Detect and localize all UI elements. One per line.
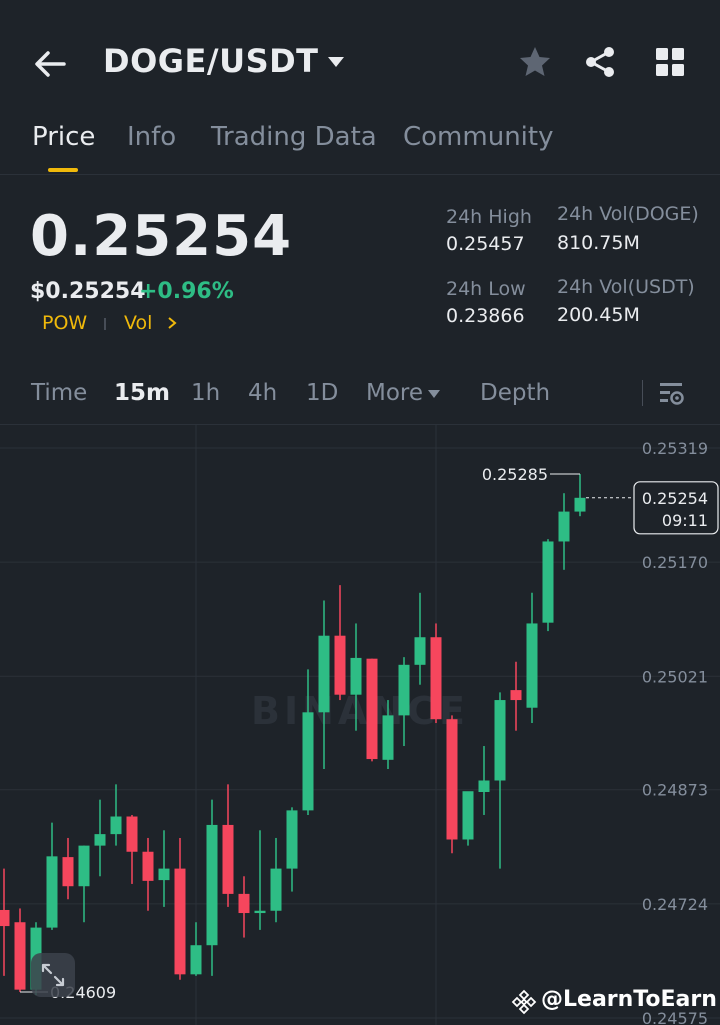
- candle-body: [382, 715, 394, 760]
- y-tick-label: 0.25170: [642, 553, 708, 572]
- price-change-percent: +0.96%: [139, 279, 234, 304]
- candle-body: [494, 700, 506, 781]
- last-price: 0.25254: [30, 204, 293, 269]
- y-axis: 0.25319 0.25170 0.25021 0.24873 0.24724 0.245…: [642, 439, 708, 1025]
- candle-body: [398, 664, 410, 716]
- candle-body: [350, 657, 362, 695]
- candle-body: [78, 845, 90, 887]
- candle-body: [302, 712, 314, 811]
- candle-body: [62, 857, 74, 887]
- candle-body: [446, 719, 458, 840]
- candle-countdown-label: 09:11: [662, 511, 708, 530]
- active-tab-indicator: [48, 168, 78, 172]
- candle-body: [270, 868, 282, 911]
- binance-logo-icon: [511, 989, 537, 1015]
- candle-body: [110, 816, 122, 835]
- high-label: 24h High: [446, 206, 532, 228]
- candle-body: [254, 910, 266, 914]
- candle-body: [558, 511, 570, 542]
- current-price-box: [633, 481, 719, 535]
- candles: [0, 474, 586, 996]
- tab-trading-data[interactable]: Trading Data: [211, 122, 377, 152]
- tag-vol[interactable]: Vol: [124, 312, 153, 334]
- arrow-left-icon[interactable]: [30, 44, 70, 84]
- interval-1h[interactable]: 1h: [191, 380, 221, 406]
- vol-quote-value: 200.45M: [557, 304, 640, 326]
- interval-15m[interactable]: 15m: [114, 380, 170, 406]
- candle-body: [14, 922, 26, 990]
- tab-price[interactable]: Price: [32, 122, 96, 152]
- chevron-right-icon[interactable]: [166, 316, 178, 330]
- candle-body: [46, 856, 58, 928]
- vol-base-label: 24h Vol(DOGE): [557, 203, 699, 225]
- grid-icon[interactable]: [652, 44, 688, 80]
- candle-body: [222, 824, 234, 894]
- candle-body: [510, 690, 522, 701]
- tab-info[interactable]: Info: [127, 122, 177, 152]
- candle-body: [462, 791, 474, 840]
- candle-body: [318, 635, 330, 713]
- low-value: 0.23866: [446, 305, 525, 327]
- star-icon[interactable]: [517, 44, 553, 80]
- candle-body: [174, 868, 186, 975]
- candle-body: [190, 945, 202, 975]
- candle-body: [430, 637, 442, 720]
- candle-body: [526, 623, 538, 708]
- candle-body: [478, 780, 490, 792]
- candle-body: [334, 635, 346, 695]
- expand-chart-button[interactable]: [31, 953, 75, 997]
- creator-watermark: @LearnToEarn: [541, 987, 717, 1012]
- tag-divider: [104, 318, 106, 330]
- candle-body: [366, 658, 378, 760]
- y-tick-label: 0.25021: [642, 667, 708, 686]
- candle-body: [94, 834, 106, 846]
- usd-price: $0.25254: [30, 279, 146, 304]
- current-price-label: 0.25254: [642, 489, 708, 508]
- candlestick-chart[interactable]: BINANCE 0.25319 0.25170 0.25021 0.24873 0.24…: [0, 424, 720, 1025]
- low-label: 24h Low: [446, 278, 526, 300]
- pair-title[interactable]: DOGE/USDT: [103, 42, 319, 80]
- share-icon[interactable]: [582, 44, 618, 80]
- candle-body: [206, 824, 218, 946]
- candle-body: [574, 497, 586, 512]
- tab-bar: Price Info Trading Data Community: [0, 118, 720, 175]
- candle-body: [142, 851, 154, 881]
- caret-down-icon[interactable]: [427, 389, 441, 399]
- y-tick-label: 0.24724: [642, 895, 708, 914]
- high-marker-label: 0.25285: [482, 465, 548, 484]
- y-tick-label: 0.24873: [642, 781, 708, 800]
- candle-body: [286, 810, 298, 869]
- caret-down-icon[interactable]: [326, 54, 346, 70]
- divider: [642, 380, 643, 406]
- candle-body: [126, 816, 138, 852]
- y-tick-label: 0.25319: [642, 439, 708, 458]
- interval-1d[interactable]: 1D: [306, 380, 339, 406]
- interval-bar: Time 15m 1h 4h 1D More Depth: [0, 368, 720, 425]
- vol-base-value: 810.75M: [557, 232, 640, 254]
- candle-body: [542, 541, 554, 623]
- candle-body: [0, 909, 10, 927]
- y-tick-label: 0.24575: [642, 1009, 708, 1025]
- interval-depth[interactable]: Depth: [480, 380, 551, 406]
- candle-body: [158, 868, 170, 881]
- candle-body: [414, 637, 426, 665]
- expand-icon: [41, 963, 65, 987]
- tab-community[interactable]: Community: [403, 122, 554, 152]
- interval-4h[interactable]: 4h: [248, 380, 278, 406]
- candle-body: [238, 893, 250, 914]
- tag-pow[interactable]: POW: [42, 312, 88, 334]
- interval-time[interactable]: Time: [31, 380, 88, 406]
- binance-watermark: BINANCE: [251, 689, 469, 733]
- interval-more[interactable]: More: [366, 380, 424, 406]
- high-value: 0.25457: [446, 233, 525, 255]
- vol-quote-label: 24h Vol(USDT): [557, 276, 695, 298]
- header: DOGE/USDT: [0, 0, 720, 120]
- chart-settings-icon[interactable]: [656, 380, 686, 408]
